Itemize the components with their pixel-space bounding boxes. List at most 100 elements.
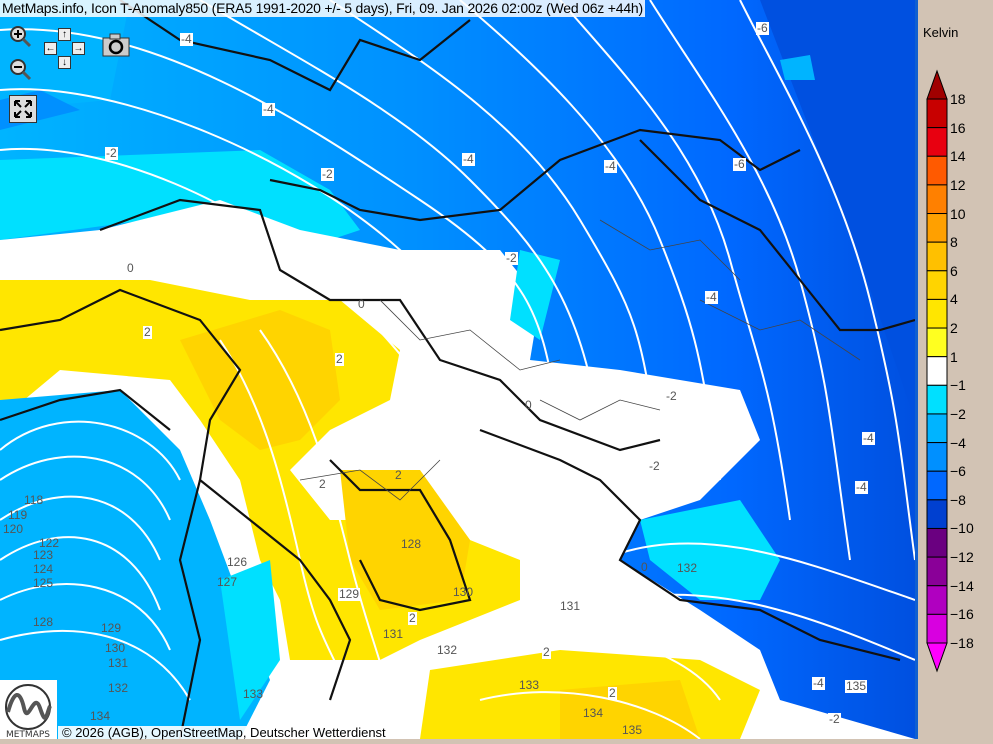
legend-label: −1 bbox=[950, 377, 966, 394]
legend-swatch bbox=[926, 499, 948, 529]
legend-label: −12 bbox=[950, 549, 974, 566]
contour-label: 129 bbox=[338, 587, 361, 601]
contour-label: -4 bbox=[705, 290, 718, 304]
contour-label: 119 bbox=[8, 508, 28, 522]
contour-label: -6 bbox=[756, 21, 769, 35]
contour-label: 128 bbox=[33, 615, 54, 629]
legend-label: −18 bbox=[950, 635, 974, 651]
legend-swatch bbox=[926, 127, 948, 157]
pan-right-button[interactable]: → bbox=[72, 42, 85, 55]
contour-label: 133 bbox=[519, 678, 540, 692]
legend-label: 1 bbox=[950, 348, 958, 365]
legend-label: 10 bbox=[950, 205, 966, 222]
contour-label: -2 bbox=[321, 167, 334, 181]
contour-label: 0 bbox=[525, 398, 532, 412]
color-legend: Kelvin 18 16 14 12 10 8 6 4 2 1 −1 −2 −4 −6 −8 −10 −12 −1… bbox=[915, 0, 993, 739]
copyright-text: © 2026 (AGB), OpenStreetMap, Deutscher W… bbox=[58, 726, 390, 740]
legend-label: 12 bbox=[950, 176, 966, 193]
contour-label: -2 bbox=[665, 389, 678, 403]
borders bbox=[0, 0, 915, 739]
contour-label: 118 bbox=[24, 493, 44, 507]
contour-label: -2 bbox=[505, 251, 518, 265]
weather-map[interactable]: -4 -4 -2 -2 -4 -4 -6 -6 -2 -4 0 0 2 2 2 -2 0 -2 -4 -4 2 128 13… bbox=[0, 0, 915, 739]
contour-label: 2 bbox=[143, 325, 152, 339]
contour-label: 129 bbox=[101, 621, 122, 635]
legend-swatch bbox=[926, 184, 948, 215]
contour-label: 135 bbox=[622, 723, 643, 737]
legend-label: 2 bbox=[950, 320, 958, 337]
legend-label: 8 bbox=[950, 234, 958, 251]
legend-swatch bbox=[926, 270, 948, 300]
colorbar bbox=[926, 69, 948, 673]
contour-label: 123 bbox=[33, 548, 54, 562]
contour-label: -4 bbox=[604, 159, 617, 173]
contour-label: -4 bbox=[862, 431, 875, 445]
legend-swatch bbox=[926, 442, 948, 472]
contour-label: -6 bbox=[733, 157, 746, 171]
contour-label: 2 bbox=[408, 611, 417, 625]
legend-swatch bbox=[926, 327, 948, 358]
contour-label: 2 bbox=[608, 686, 617, 700]
pan-down-button[interactable]: ↓ bbox=[58, 56, 71, 69]
contour-label: -4 bbox=[262, 102, 275, 116]
contour-label: 2 bbox=[335, 352, 344, 366]
contour-label: 132 bbox=[108, 681, 129, 695]
contour-label: 2 bbox=[395, 468, 402, 482]
contour-label: 134 bbox=[583, 706, 604, 720]
pan-left-button[interactable]: ← bbox=[44, 42, 57, 55]
svg-text:METMAPS: METMAPS bbox=[6, 730, 50, 739]
contour-label: 2 bbox=[318, 477, 327, 491]
contour-label: 120 bbox=[3, 522, 24, 536]
contour-label: 131 bbox=[108, 656, 129, 670]
legend-label: −10 bbox=[950, 520, 974, 537]
legend-swatch bbox=[926, 298, 948, 329]
zoom-out-icon[interactable] bbox=[8, 57, 34, 83]
legend-swatch bbox=[926, 413, 948, 444]
contour-label: -2 bbox=[828, 712, 841, 726]
legend-label: −6 bbox=[950, 463, 966, 480]
contour-label: 124 bbox=[33, 562, 54, 576]
anomaly-field bbox=[0, 0, 915, 739]
fullscreen-icon[interactable] bbox=[9, 95, 37, 123]
contour-label: -2 bbox=[648, 459, 661, 473]
legend-label: −14 bbox=[950, 577, 974, 594]
contour-label: 135 bbox=[845, 679, 868, 693]
contour-label: 134 bbox=[90, 709, 111, 723]
legend-label: −2 bbox=[950, 405, 966, 422]
contour-label: 130 bbox=[105, 641, 126, 655]
isolines bbox=[0, 0, 915, 739]
legend-swatch bbox=[926, 613, 948, 644]
contour-label: -4 bbox=[855, 480, 868, 494]
legend-label: 18 bbox=[950, 91, 966, 107]
contour-label: 127 bbox=[217, 575, 238, 589]
legend-swatch bbox=[926, 155, 948, 186]
metmaps-logo: METMAPS bbox=[0, 680, 57, 740]
legend-swatch bbox=[926, 527, 948, 558]
contour-label: -4 bbox=[180, 32, 193, 46]
contour-label: 128 bbox=[401, 537, 422, 551]
legend-label: 6 bbox=[950, 262, 958, 279]
legend-unit: Kelvin bbox=[923, 25, 959, 40]
legend-swatch bbox=[926, 556, 948, 587]
legend-swatch bbox=[926, 213, 948, 243]
legend-arrow-top bbox=[926, 69, 948, 100]
contour-label: 126 bbox=[227, 555, 248, 569]
contour-label: 132 bbox=[437, 643, 458, 657]
contour-label: 132 bbox=[677, 561, 698, 575]
legend-label: −16 bbox=[950, 606, 974, 623]
camera-icon[interactable] bbox=[102, 33, 130, 57]
legend-swatch bbox=[926, 384, 948, 415]
legend-swatch bbox=[926, 356, 948, 386]
cold-core bbox=[760, 0, 915, 420]
pan-up-button[interactable]: ↑ bbox=[58, 28, 71, 41]
zoom-in-icon[interactable] bbox=[8, 24, 34, 50]
contour-label: -4 bbox=[462, 152, 475, 166]
legend-swatch bbox=[926, 241, 948, 272]
contour-label: 0 bbox=[641, 560, 648, 574]
map-title: MetMaps.info, Icon T-Anomaly850 (ERA5 19… bbox=[0, 0, 645, 17]
legend-swatch bbox=[926, 585, 948, 615]
contour-label: -4 bbox=[812, 676, 825, 690]
legend-label: 4 bbox=[950, 291, 958, 308]
legend-label: −8 bbox=[950, 491, 966, 508]
contour-label: 130 bbox=[453, 585, 474, 599]
